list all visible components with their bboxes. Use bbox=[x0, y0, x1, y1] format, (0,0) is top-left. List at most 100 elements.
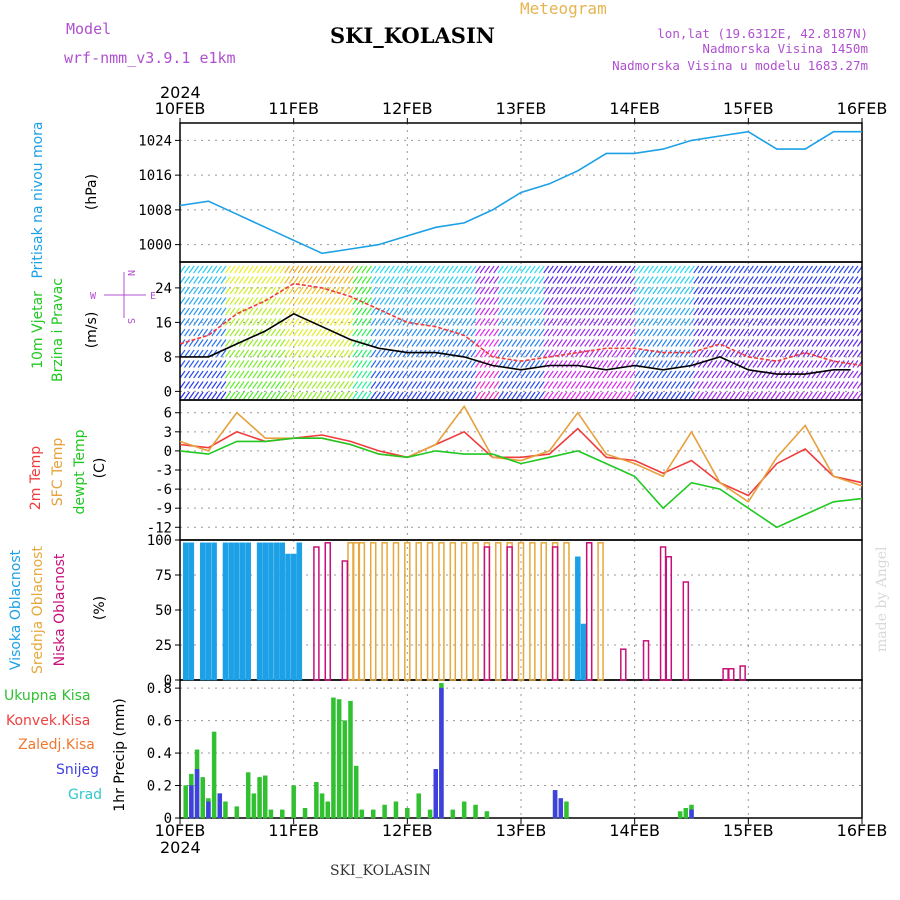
wind-barb bbox=[802, 339, 809, 347]
precipitation-bar bbox=[257, 777, 262, 819]
wind-barb bbox=[247, 349, 254, 358]
clouds-bar bbox=[438, 542, 445, 681]
precipitation-bar bbox=[331, 697, 336, 819]
wind-barb bbox=[825, 328, 832, 337]
wind-barb bbox=[220, 307, 227, 316]
lonlat-label: lon,lat (19.6312E, 42.8187N) bbox=[657, 26, 868, 41]
wind-barb bbox=[684, 286, 691, 295]
wind-barb bbox=[597, 297, 604, 305]
wind-barb bbox=[570, 339, 577, 347]
wind-barb bbox=[375, 328, 381, 337]
wind-barb bbox=[265, 339, 272, 347]
wind-barb bbox=[420, 265, 427, 274]
wind-barb bbox=[288, 391, 295, 400]
wind-barb bbox=[338, 391, 345, 400]
wind-barb bbox=[347, 391, 354, 400]
wind-barb bbox=[488, 276, 495, 284]
clouds-bar bbox=[415, 542, 422, 681]
wind-barb bbox=[329, 297, 336, 305]
wind-barb bbox=[643, 391, 650, 400]
clouds-bar bbox=[517, 542, 525, 681]
wind-barb bbox=[725, 391, 732, 400]
wind-barb bbox=[656, 297, 663, 305]
wind-barb bbox=[797, 307, 804, 316]
wind-barb bbox=[643, 307, 650, 316]
wind-barb bbox=[675, 391, 682, 400]
wind-barb bbox=[315, 370, 322, 379]
wind-barb bbox=[666, 381, 672, 389]
wind-barb bbox=[779, 360, 786, 368]
wind-barb bbox=[465, 391, 472, 400]
wind-barb bbox=[475, 318, 482, 326]
wind-barb bbox=[420, 360, 427, 368]
wind-barb bbox=[625, 276, 632, 284]
wind-barb bbox=[247, 370, 254, 379]
wind-barb bbox=[652, 391, 659, 400]
wind-barb bbox=[206, 328, 213, 337]
wind-barb bbox=[484, 297, 491, 305]
wind-barb bbox=[506, 286, 513, 295]
wind-barb bbox=[670, 286, 677, 295]
clouds-bar bbox=[222, 542, 229, 681]
wind-ylabel-2: Brzina i Pravac bbox=[50, 278, 66, 382]
xtick-label-bottom: 13FEB bbox=[496, 821, 547, 840]
wind-barb bbox=[297, 391, 304, 400]
wind-barb bbox=[825, 318, 832, 326]
wind-barb bbox=[234, 391, 241, 400]
wind-barb bbox=[534, 265, 541, 274]
wind-barb bbox=[838, 360, 845, 368]
wind-barb bbox=[638, 265, 645, 274]
wind-barb bbox=[852, 381, 859, 389]
wind-barb bbox=[852, 297, 859, 305]
wind-barb bbox=[211, 339, 218, 347]
wind-barb bbox=[420, 381, 427, 389]
wind-barb bbox=[820, 381, 827, 389]
wind-barb bbox=[606, 318, 613, 326]
precipitation-bar bbox=[348, 700, 353, 819]
wind-barb bbox=[470, 328, 477, 337]
model-altitude-label: Nadmorska Visina u modelu 1683.27m bbox=[612, 58, 868, 73]
wind-barb bbox=[656, 360, 663, 368]
wind-barb bbox=[770, 265, 777, 274]
wind-barb bbox=[716, 349, 722, 358]
wind-barb bbox=[411, 328, 418, 337]
wind-barb bbox=[493, 265, 500, 274]
wind-barb bbox=[588, 349, 595, 358]
legend-conv-precip: Konvek.Kisa bbox=[6, 713, 90, 729]
wind-barb bbox=[511, 276, 518, 284]
wind-barb bbox=[397, 339, 404, 347]
wind-barb bbox=[538, 265, 545, 274]
wind-barb bbox=[343, 381, 350, 389]
wind-barb bbox=[361, 286, 368, 295]
wind-barb bbox=[261, 297, 268, 305]
wind-barb bbox=[224, 265, 231, 274]
compass-east: E bbox=[150, 291, 156, 302]
wind-barb bbox=[193, 391, 200, 400]
wind-barb bbox=[497, 265, 504, 274]
wind-barb bbox=[706, 297, 713, 305]
wind-barb bbox=[229, 265, 236, 274]
wind-barb bbox=[443, 307, 450, 316]
wind-barb bbox=[820, 349, 827, 358]
clouds-bar bbox=[199, 542, 206, 681]
wind-barb bbox=[452, 307, 459, 316]
wind-barb bbox=[593, 318, 600, 326]
wind-barb bbox=[652, 307, 659, 316]
wind-barb bbox=[375, 265, 381, 274]
wind-barb bbox=[802, 381, 809, 389]
wind-barb bbox=[543, 370, 550, 379]
wind-barb bbox=[752, 297, 759, 305]
wind-barb bbox=[720, 381, 727, 389]
wind-barb bbox=[356, 381, 363, 389]
precipitation-bar bbox=[263, 775, 268, 819]
wind-barb bbox=[393, 381, 400, 389]
wind-barb bbox=[684, 297, 691, 305]
wind-barb bbox=[334, 307, 341, 316]
precipitation-bar bbox=[484, 811, 490, 819]
wind-barb bbox=[638, 276, 645, 284]
wind-barb bbox=[311, 349, 318, 358]
wind-barb bbox=[788, 339, 795, 347]
wind-barb bbox=[306, 381, 313, 389]
wind-barb bbox=[397, 391, 404, 400]
wind-barb bbox=[829, 360, 836, 368]
